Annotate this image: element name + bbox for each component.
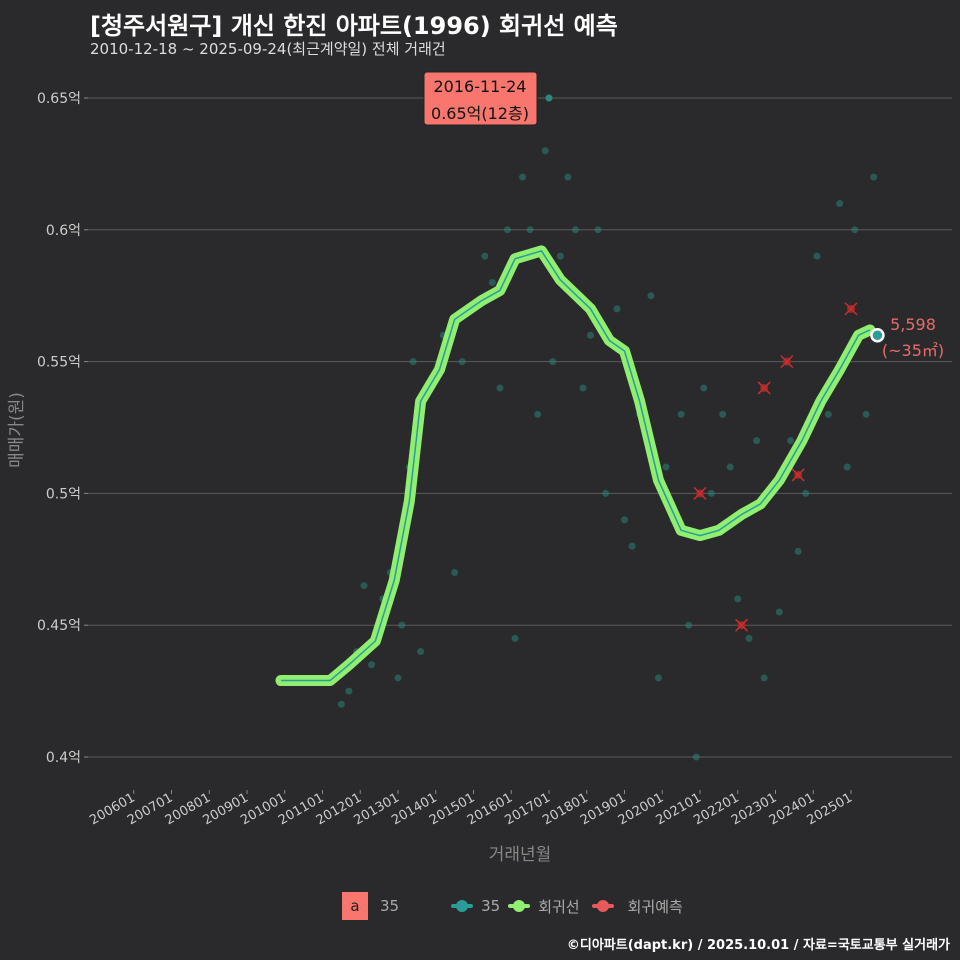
legend-label-key: a [342, 892, 368, 920]
last-value-label: 5,598 [890, 315, 936, 334]
scatter-point [556, 252, 564, 260]
scatter-point [685, 621, 693, 629]
y-axis-title: 매매가(원) [7, 392, 27, 468]
scatter-point [613, 305, 621, 313]
chart-subtitle: 2010-12-18 ~ 2025-09-24(최근계약일) 전체 거래건 [90, 40, 446, 58]
scatter-point [519, 173, 527, 181]
scatter-point [368, 661, 376, 669]
scatter-point [526, 226, 534, 234]
series-35-line [280, 250, 871, 682]
scatter-point [662, 463, 670, 471]
scatter-point [726, 463, 734, 471]
scatter-point [851, 226, 859, 234]
scatter-point [787, 437, 795, 445]
prediction-x-icon [693, 486, 707, 500]
scatter-point [549, 358, 557, 366]
scatter-point [870, 173, 878, 181]
scatter-point [707, 489, 715, 497]
scatter-point [496, 384, 504, 392]
scatter-point [488, 279, 496, 287]
scatter-point [824, 410, 832, 418]
scatter-point [409, 358, 417, 366]
prediction-x-icon [757, 381, 771, 395]
scatter-point [394, 674, 402, 682]
prediction-x-icon [791, 468, 805, 482]
prediction-x-icon [780, 355, 794, 369]
scatter-point [677, 410, 685, 418]
scatter-point [451, 568, 459, 576]
scatter-point [753, 437, 761, 445]
scatter-point [794, 547, 802, 555]
prediction-x-icon [844, 302, 858, 316]
scatter-point [360, 582, 368, 590]
scatter-point [564, 173, 572, 181]
y-tick-label: 0.45억 [37, 618, 81, 634]
x-axis-title: 거래년월 [489, 845, 552, 865]
scatter-point [843, 463, 851, 471]
scatter-point [398, 621, 406, 629]
highlight-box [423, 71, 538, 126]
scatter-point [628, 542, 636, 550]
scatter-point [481, 252, 489, 260]
scatter-point [621, 516, 628, 524]
legend-regression-icon [508, 900, 531, 912]
scatter-point [594, 226, 602, 234]
scatter-point [700, 384, 708, 392]
scatter-point [802, 489, 810, 497]
legend-35-icon [451, 900, 474, 912]
y-tick-label: 0.55억 [37, 355, 81, 371]
highlight-point [545, 94, 553, 102]
scatter-point [719, 410, 727, 418]
y-tick-label: 0.65억 [37, 91, 81, 107]
highlight-value: 0.65억(12층) [431, 104, 529, 123]
scatter-point [836, 199, 844, 207]
y-tick-label: 0.5억 [46, 486, 81, 502]
scatter-point [503, 226, 511, 234]
last-area-label: (~35㎡) [882, 341, 944, 360]
scatter-point [511, 634, 519, 642]
regression-line [275, 245, 876, 687]
legend-series-35: 35 [481, 897, 501, 915]
scatter-point [345, 687, 353, 695]
scatter-point [337, 700, 345, 708]
y-tick-label: 0.4억 [46, 750, 81, 766]
scatter-point [541, 147, 549, 155]
scatter-point [587, 331, 595, 339]
scatter-point [862, 410, 870, 418]
last-point [870, 327, 885, 343]
caption: ©디아파트(dapt.kr) / 2025.10.01 / 자료=국토교통부 실… [566, 938, 950, 953]
scatter-point [458, 358, 466, 366]
legend: a 35 35 회귀선 회귀예측 [342, 892, 683, 920]
scatter-point [534, 410, 542, 418]
scatter-point [775, 608, 783, 616]
scatter-point [602, 489, 610, 497]
chart-title: [청주서원구] 개신 한진 아파트(1996) 회귀선 예측 [90, 12, 618, 40]
scatter-point [745, 634, 753, 642]
scatter-point [692, 753, 700, 761]
scatter-point [647, 292, 655, 300]
scatter-point [734, 595, 742, 603]
scatter-point [579, 384, 587, 392]
scatter-point [417, 648, 425, 656]
legend-label-35: 35 [380, 897, 400, 915]
scatter-point [760, 674, 768, 682]
legend-prediction: 회귀예측 [627, 897, 683, 916]
prediction-x-icon [734, 618, 749, 632]
legend-prediction-icon [591, 900, 614, 912]
scatter-point [654, 674, 662, 682]
scatter-point [813, 252, 821, 260]
legend-regression: 회귀선 [538, 897, 580, 916]
y-tick-label: 0.6억 [46, 223, 81, 239]
scatter-point [571, 226, 579, 234]
highlight-date: 2016-11-24 [434, 77, 527, 96]
